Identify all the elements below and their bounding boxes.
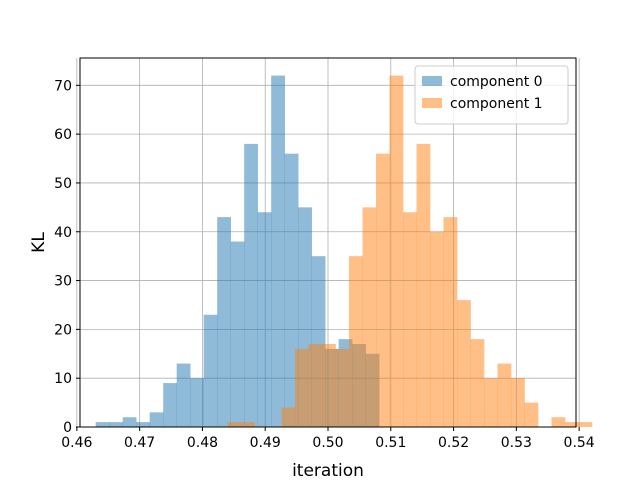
- histogram-bar: [95, 422, 110, 427]
- histogram-bar: [457, 300, 471, 427]
- histogram-bar: [176, 363, 191, 427]
- legend-entry-label: component 0: [450, 74, 543, 90]
- histogram-bar: [430, 231, 444, 427]
- histogram-bar: [203, 314, 218, 427]
- histogram-bar: [244, 143, 258, 427]
- histogram-bar: [230, 241, 245, 427]
- histogram-bar: [335, 348, 350, 427]
- histogram-bar: [136, 422, 150, 427]
- histogram-bar: [190, 378, 204, 427]
- legend-swatch: [422, 76, 442, 86]
- legend: component 0 component 1: [414, 65, 569, 125]
- histogram-bar: [163, 383, 177, 427]
- x-tick-label: 0.49: [250, 435, 281, 451]
- y-tick-label: 10: [54, 371, 72, 387]
- histogram-bar: [241, 422, 255, 427]
- histogram-bars: [95, 75, 593, 428]
- histogram-bar: [349, 256, 363, 427]
- histogram-bar: [497, 363, 512, 427]
- series-1-bars: [227, 75, 593, 428]
- histogram-bar: [443, 217, 458, 427]
- histogram-bar: [470, 339, 485, 427]
- y-tick-label: 20: [54, 322, 72, 338]
- x-tick-label: 0.46: [61, 435, 92, 451]
- x-tick-label: 0.54: [564, 435, 595, 451]
- x-tick-label: 0.50: [312, 435, 343, 451]
- x-axis-label: iteration: [292, 461, 364, 480]
- histogram-bar: [122, 417, 137, 427]
- y-axis-ticks: 0 10 20 30 40 50 60 70: [54, 78, 80, 436]
- y-tick-label: 60: [54, 127, 72, 143]
- y-tick-label: 40: [54, 225, 72, 241]
- x-tick-label: 0.51: [375, 435, 406, 451]
- y-tick-label: 30: [54, 274, 72, 290]
- histogram-bar: [551, 417, 566, 427]
- x-tick-label: 0.52: [438, 435, 469, 451]
- y-tick-label: 0: [63, 420, 72, 436]
- histogram-bar: [322, 344, 336, 427]
- histogram-bar: [281, 407, 296, 427]
- histogram-bar: [403, 212, 417, 427]
- histogram-bar: [376, 153, 390, 427]
- y-tick-label: 70: [54, 78, 72, 94]
- x-tick-label: 0.48: [187, 435, 218, 451]
- histogram-bar: [362, 207, 377, 427]
- legend-swatch: [422, 98, 442, 108]
- histogram-bar: [565, 422, 579, 427]
- histogram-bar: [578, 422, 593, 427]
- histogram-bar: [227, 422, 242, 427]
- histogram-bar: [484, 378, 498, 427]
- histogram-bar: [416, 143, 431, 427]
- histogram-bar: [511, 378, 525, 427]
- histogram-bar: [217, 217, 231, 427]
- y-tick-label: 50: [54, 176, 72, 192]
- histogram-bar: [295, 348, 309, 427]
- histogram-bar: [524, 402, 539, 427]
- histogram-bar: [257, 212, 272, 427]
- histogram-bar: [389, 75, 404, 428]
- legend-entry-label: component 1: [450, 96, 543, 112]
- x-tick-label: 0.53: [501, 435, 532, 451]
- y-axis-label: KL: [29, 232, 49, 253]
- histogram-bar: [308, 344, 323, 427]
- histogram-bar: [109, 422, 123, 427]
- histogram-bar: [284, 153, 299, 427]
- x-axis-ticks: 0.46 0.47 0.48 0.49 0.50 0.51 0.52 0.53 0.54: [61, 427, 595, 451]
- legend-box: [414, 65, 569, 125]
- histogram-bar: [149, 412, 164, 427]
- x-tick-label: 0.47: [124, 435, 155, 451]
- histogram-bar: [271, 75, 285, 428]
